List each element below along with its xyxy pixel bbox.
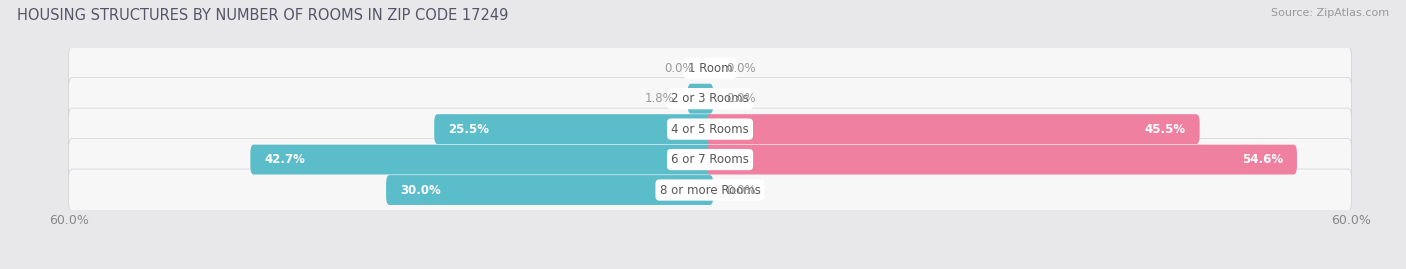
Text: 8 or more Rooms: 8 or more Rooms (659, 183, 761, 197)
Text: 1.8%: 1.8% (645, 92, 675, 105)
Legend: Owner-occupied, Renter-occupied: Owner-occupied, Renter-occupied (576, 264, 844, 269)
Text: 0.0%: 0.0% (725, 183, 755, 197)
FancyBboxPatch shape (69, 78, 1351, 120)
FancyBboxPatch shape (707, 145, 1296, 175)
Text: 4 or 5 Rooms: 4 or 5 Rooms (671, 123, 749, 136)
Text: Source: ZipAtlas.com: Source: ZipAtlas.com (1271, 8, 1389, 18)
Text: 42.7%: 42.7% (264, 153, 305, 166)
Text: 30.0%: 30.0% (401, 183, 440, 197)
Text: 25.5%: 25.5% (449, 123, 489, 136)
FancyBboxPatch shape (434, 114, 713, 144)
Text: 45.5%: 45.5% (1144, 123, 1185, 136)
FancyBboxPatch shape (707, 114, 1199, 144)
FancyBboxPatch shape (69, 139, 1351, 180)
FancyBboxPatch shape (69, 47, 1351, 89)
Text: HOUSING STRUCTURES BY NUMBER OF ROOMS IN ZIP CODE 17249: HOUSING STRUCTURES BY NUMBER OF ROOMS IN… (17, 8, 508, 23)
Text: 1 Room: 1 Room (688, 62, 733, 75)
FancyBboxPatch shape (69, 108, 1351, 150)
FancyBboxPatch shape (69, 169, 1351, 211)
FancyBboxPatch shape (688, 84, 713, 114)
Text: 6 or 7 Rooms: 6 or 7 Rooms (671, 153, 749, 166)
Text: 0.0%: 0.0% (725, 92, 755, 105)
Text: 0.0%: 0.0% (665, 62, 695, 75)
FancyBboxPatch shape (250, 145, 713, 175)
Text: 2 or 3 Rooms: 2 or 3 Rooms (671, 92, 749, 105)
Text: 0.0%: 0.0% (725, 62, 755, 75)
FancyBboxPatch shape (387, 175, 713, 205)
Text: 54.6%: 54.6% (1241, 153, 1284, 166)
